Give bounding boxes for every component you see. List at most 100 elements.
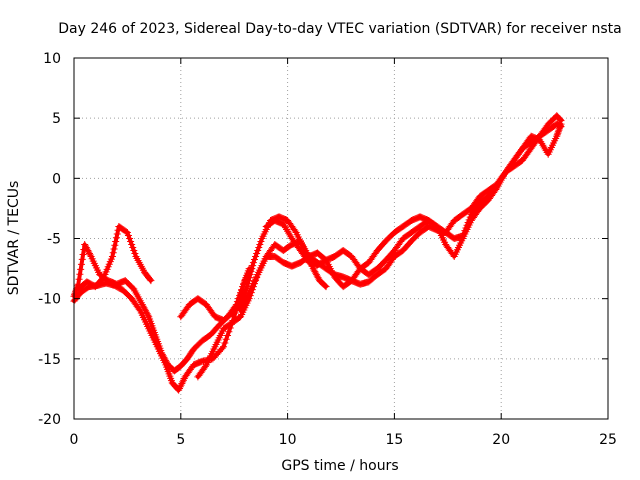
data-point bbox=[312, 271, 320, 279]
data-point bbox=[85, 250, 93, 258]
data-point bbox=[85, 248, 93, 256]
data-point bbox=[110, 245, 118, 253]
data-point bbox=[139, 302, 147, 310]
y-tick-label: -20 bbox=[38, 412, 61, 428]
data-point bbox=[124, 231, 132, 239]
data-point bbox=[179, 378, 187, 386]
data-point bbox=[542, 147, 550, 155]
data-point bbox=[77, 265, 85, 273]
data-point bbox=[108, 253, 116, 261]
data-point bbox=[130, 247, 138, 255]
data-point bbox=[556, 115, 564, 123]
x-tick-label: 0 bbox=[70, 432, 79, 448]
data-point bbox=[540, 143, 548, 151]
tick-marks bbox=[73, 57, 609, 420]
data-point bbox=[279, 220, 287, 228]
data-point bbox=[142, 308, 150, 316]
data-point bbox=[175, 384, 183, 392]
data-point bbox=[201, 362, 209, 370]
data-point bbox=[284, 227, 292, 235]
chart-title: Day 246 of 2023, Sidereal Day-to-day VTE… bbox=[58, 21, 621, 37]
series-line bbox=[238, 122, 563, 313]
x-tick-labels: 0 5 10 15 20 25 bbox=[70, 432, 617, 448]
data-point bbox=[123, 228, 131, 236]
data-point bbox=[253, 250, 261, 258]
data-point bbox=[86, 251, 94, 259]
data-point bbox=[140, 304, 148, 312]
data-point bbox=[538, 139, 546, 147]
data-point bbox=[76, 270, 84, 278]
data-point bbox=[554, 128, 562, 136]
data-point bbox=[557, 123, 565, 131]
data-point bbox=[83, 245, 91, 253]
data-point bbox=[280, 222, 288, 230]
data-point bbox=[113, 230, 121, 238]
data-point bbox=[122, 228, 130, 236]
data-point bbox=[554, 129, 562, 137]
data-point bbox=[245, 277, 253, 285]
y-tick-label: -10 bbox=[38, 292, 61, 308]
data-point bbox=[291, 227, 299, 235]
satellite-track-g bbox=[262, 112, 565, 279]
satellite-track-a bbox=[70, 241, 255, 375]
y-tick-labels: -20 -15 -10 -5 0 5 10 bbox=[38, 51, 61, 428]
data-point bbox=[176, 383, 184, 391]
satellite-track-c bbox=[74, 222, 155, 293]
series-line bbox=[264, 113, 563, 277]
data-point bbox=[557, 117, 565, 125]
data-point bbox=[286, 231, 294, 239]
data-point bbox=[146, 276, 154, 284]
data-point bbox=[75, 275, 83, 283]
data-point bbox=[556, 116, 564, 124]
data-point bbox=[81, 241, 89, 249]
y-tick-label: -15 bbox=[38, 352, 61, 368]
data-point bbox=[314, 274, 322, 282]
data-point bbox=[99, 274, 107, 282]
data-point bbox=[177, 381, 185, 389]
data-point bbox=[255, 244, 263, 252]
data-point bbox=[555, 115, 563, 123]
data-point bbox=[77, 260, 85, 268]
data-point bbox=[311, 268, 319, 276]
data-point bbox=[175, 386, 183, 394]
data-point bbox=[221, 339, 229, 347]
data-point bbox=[128, 241, 136, 249]
data-point bbox=[313, 272, 321, 280]
data-point bbox=[82, 244, 90, 252]
data-point bbox=[222, 335, 230, 343]
data-point bbox=[225, 328, 233, 336]
data-point bbox=[254, 247, 262, 255]
data-point bbox=[553, 131, 561, 139]
data-point bbox=[109, 249, 117, 257]
data-point bbox=[179, 376, 187, 384]
data-point bbox=[243, 283, 251, 291]
data-point bbox=[320, 281, 328, 289]
data-point bbox=[257, 238, 265, 246]
data-point bbox=[178, 380, 186, 388]
y-tick-label: -5 bbox=[47, 232, 61, 248]
data-point bbox=[131, 250, 139, 258]
data-point bbox=[127, 238, 135, 246]
data-point bbox=[245, 274, 253, 282]
y-tick-label: 5 bbox=[52, 111, 61, 127]
data-point bbox=[249, 259, 257, 267]
data-point bbox=[310, 266, 318, 274]
data-point bbox=[79, 250, 87, 258]
data-point bbox=[283, 225, 291, 233]
data-point bbox=[322, 283, 330, 291]
data-point bbox=[249, 262, 257, 270]
data-point bbox=[248, 265, 256, 273]
data-point bbox=[553, 132, 561, 140]
x-tick-label: 20 bbox=[492, 432, 510, 448]
data-point bbox=[138, 301, 146, 309]
data-point bbox=[218, 344, 226, 352]
satellite-track-e bbox=[194, 120, 565, 381]
data-point bbox=[281, 224, 289, 232]
series-layer bbox=[70, 112, 565, 394]
data-point bbox=[321, 282, 329, 290]
data-point bbox=[111, 241, 119, 249]
data-point bbox=[147, 277, 155, 285]
data-point bbox=[246, 271, 254, 279]
data-point bbox=[252, 253, 260, 261]
